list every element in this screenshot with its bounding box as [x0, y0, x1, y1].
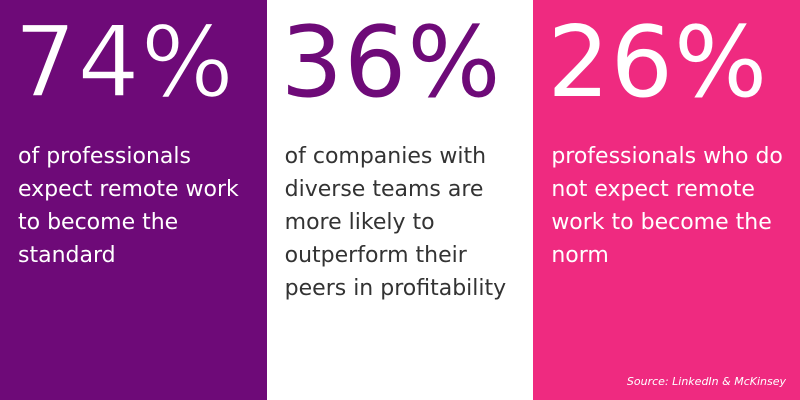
stat-description: of companies with diverse teams are more…: [284, 144, 507, 301]
source-caption: Source: LinkedIn & McKinsey: [626, 375, 786, 388]
stat-panel-no-remote-expectation: 26% professionals who do not expect remo…: [533, 0, 800, 400]
stat-value: 26%: [547, 6, 769, 120]
stat-panel-diverse-teams: 36% of companies with diverse teams are …: [266, 0, 534, 400]
stat-value: 74%: [13, 6, 235, 120]
stat-description: of professionals expect remote work to b…: [18, 144, 239, 268]
stat-value: 36%: [280, 6, 502, 120]
stat-description: professionals who do not expect remote w…: [551, 144, 783, 268]
stat-panel-remote-work-expectation: 74% of professionals expect remote work …: [0, 0, 267, 400]
